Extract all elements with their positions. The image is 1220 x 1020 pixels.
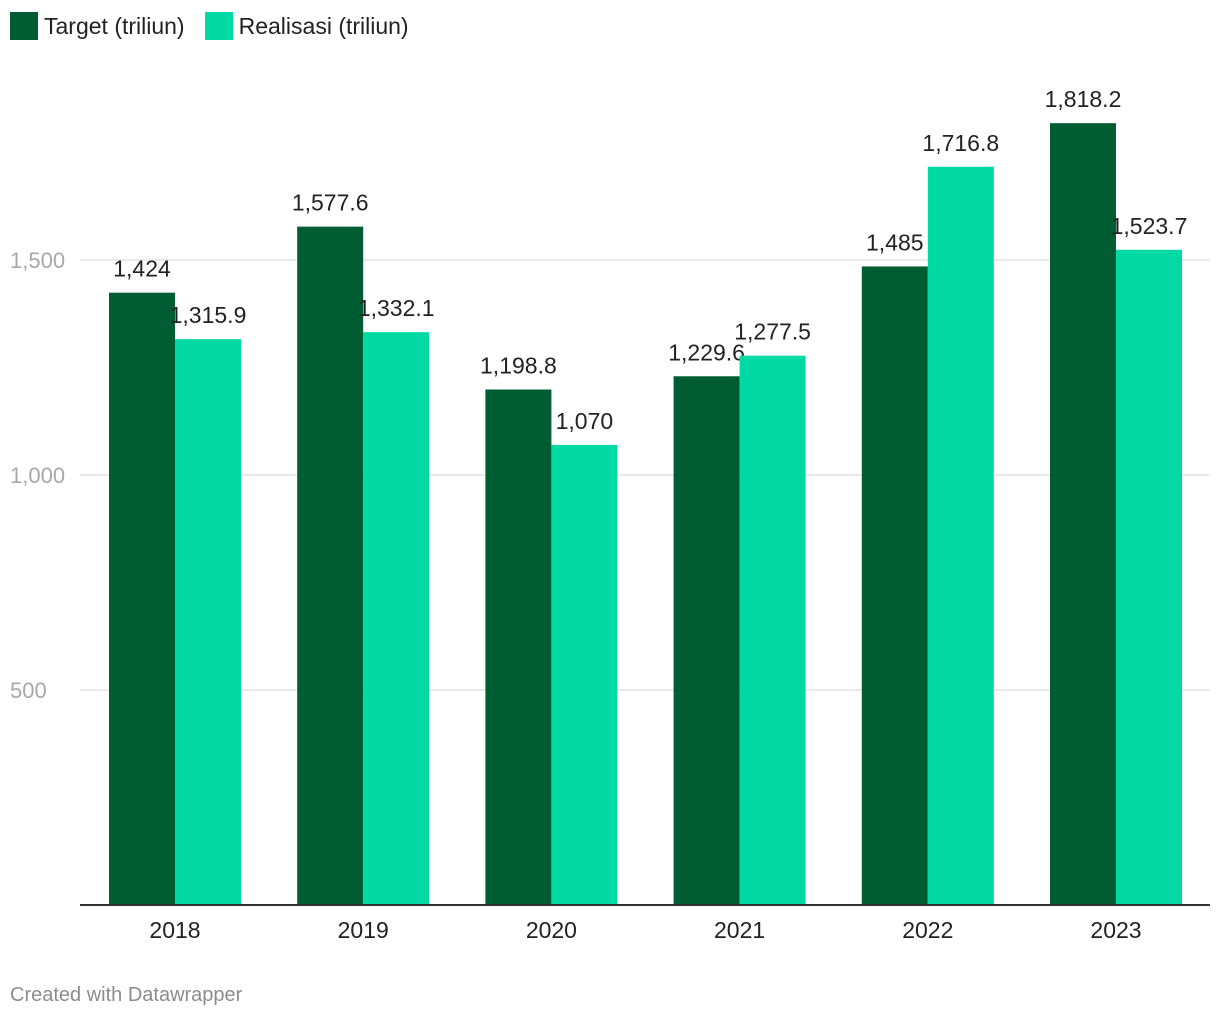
x-tick-label: 2022	[902, 917, 953, 943]
legend-label-target: Target (triliun)	[44, 12, 185, 39]
legend-item-target: Target (triliun)	[10, 12, 185, 40]
bar-target-2018	[109, 292, 175, 905]
x-tick-label: 2021	[714, 917, 765, 943]
data-label-target-2023: 1,818.2	[1045, 86, 1122, 112]
x-tick-label: 2023	[1090, 917, 1141, 943]
bar-realisasi-2019	[363, 332, 430, 905]
data-label-realisasi-2022: 1,716.8	[922, 130, 999, 156]
data-label-target-2020: 1,198.8	[480, 353, 557, 379]
footer-credit: Created with Datawrapper	[10, 984, 243, 1006]
bar-realisasi-2020	[551, 444, 618, 905]
bar-target-2020	[485, 389, 552, 905]
data-label-target-2019: 1,577.6	[292, 190, 369, 216]
data-label-target-2021: 1,229.6	[668, 339, 745, 365]
legend-label-realisasi: Realisasi (triliun)	[238, 12, 409, 39]
bar-target-2021	[673, 376, 740, 906]
data-label-target-2018: 1,424	[113, 256, 171, 282]
x-tick-label: 2018	[149, 917, 200, 943]
y-tick-label: 1,000	[10, 463, 65, 488]
bar-realisasi-2023	[1116, 249, 1182, 905]
data-label-realisasi-2023: 1,523.7	[1111, 213, 1188, 239]
legend-swatch-realisasi	[204, 12, 233, 40]
legend-swatch-target	[10, 12, 38, 40]
bar-realisasi-2018	[175, 339, 241, 906]
legend: Target (triliun) Realisasi (triliun)	[10, 12, 429, 40]
x-tick-label: 2019	[338, 917, 389, 943]
data-label-realisasi-2018: 1,315.9	[170, 302, 247, 328]
bar-realisasi-2022	[927, 166, 994, 905]
data-label-realisasi-2020: 1,070	[556, 408, 614, 434]
x-tick-label: 2020	[526, 917, 577, 943]
data-label-realisasi-2019: 1,332.1	[358, 295, 435, 321]
bar-target-2023	[1050, 123, 1116, 905]
bar-target-2022	[861, 266, 928, 905]
bar-target-2019	[297, 226, 364, 905]
data-label-target-2022: 1,485	[866, 229, 924, 255]
legend-item-realisasi: Realisasi (triliun)	[204, 12, 409, 40]
y-tick-label: 500	[10, 678, 47, 703]
bar-realisasi-2021	[739, 355, 806, 905]
data-label-realisasi-2021: 1,277.5	[734, 319, 811, 345]
y-tick-label: 1,500	[10, 248, 65, 273]
